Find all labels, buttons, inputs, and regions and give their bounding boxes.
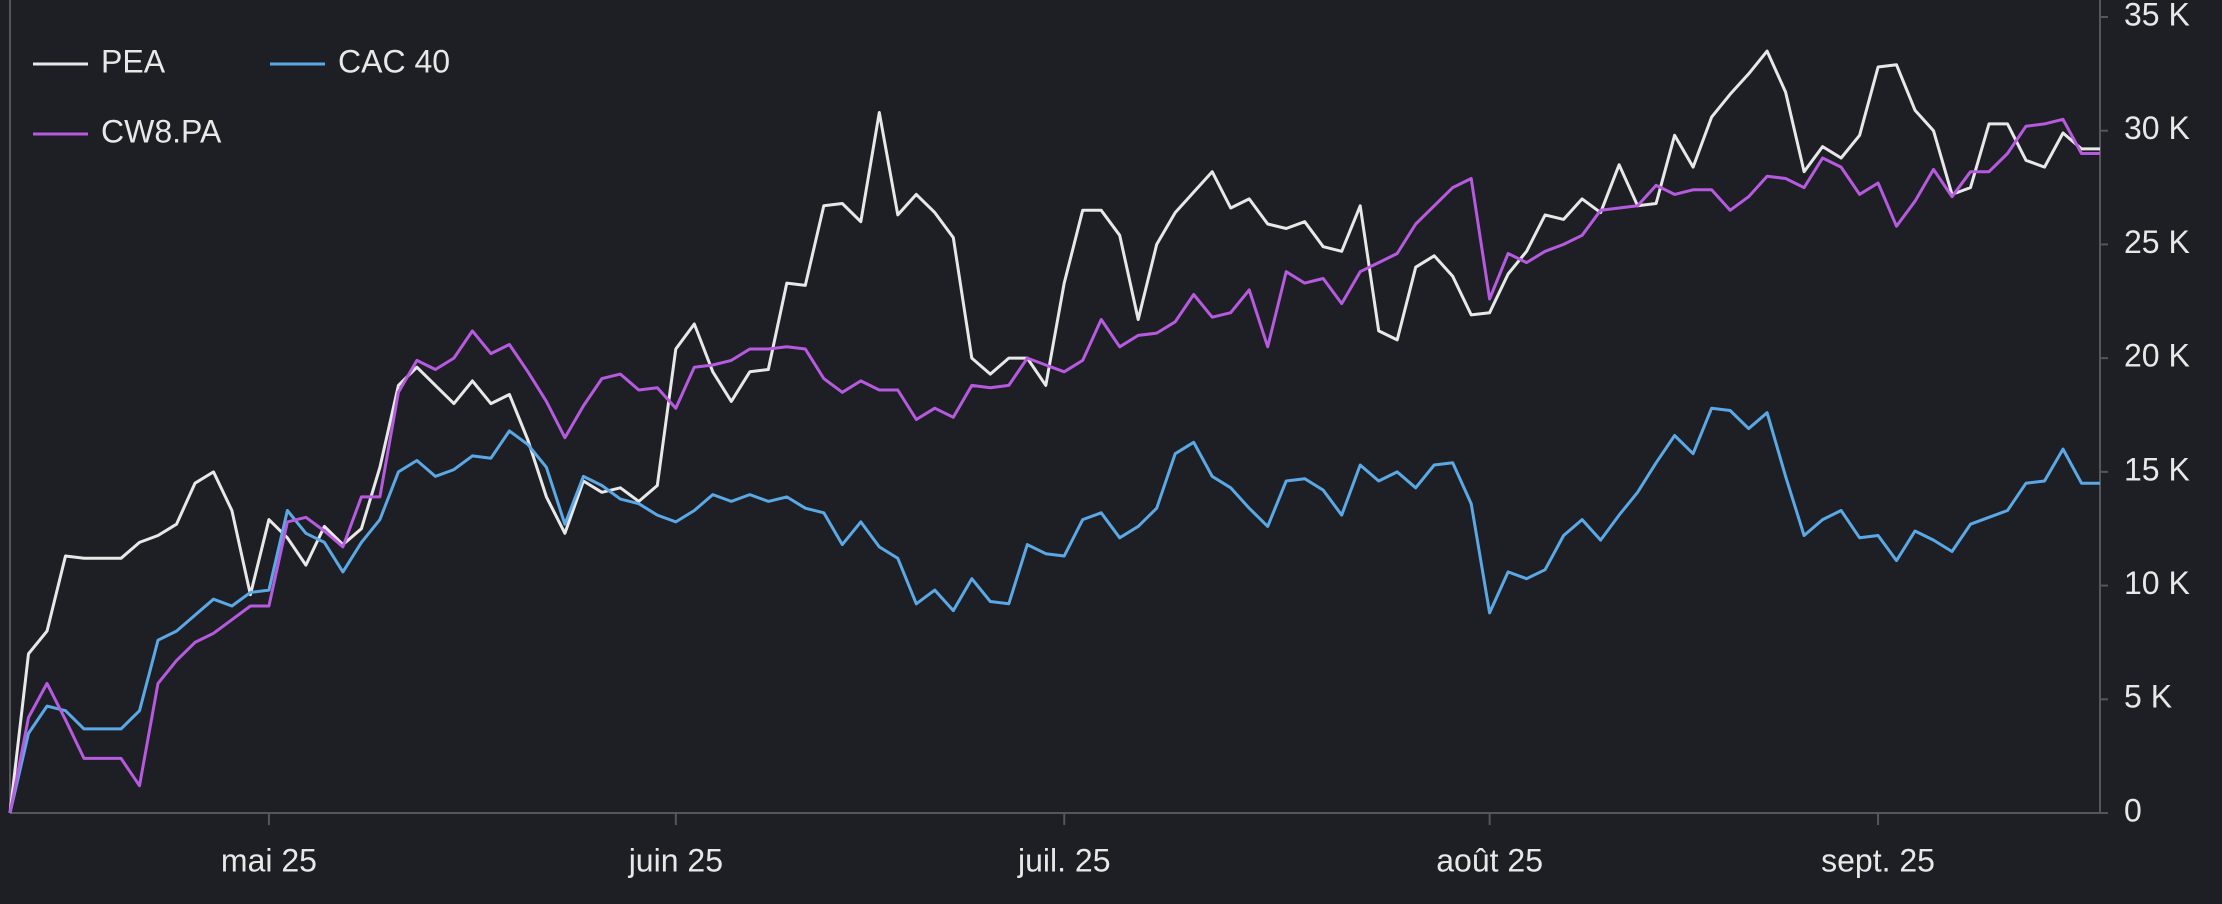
series-line <box>8 117 2100 814</box>
y-tick-label: 0 <box>2124 792 2142 828</box>
y-tick-label: 15 K <box>2124 451 2190 487</box>
legend-label: PEA <box>101 43 166 79</box>
legend-label: CAC 40 <box>338 43 450 79</box>
y-tick-label: 25 K <box>2124 224 2190 260</box>
x-tick-label: juin 25 <box>628 842 723 878</box>
y-tick-label: 20 K <box>2124 338 2190 374</box>
x-tick-label: sept. 25 <box>1821 842 1935 878</box>
x-tick-label: juil. 25 <box>1017 842 1111 878</box>
y-tick-label: 35 K <box>2124 0 2190 32</box>
legend-label: CW8.PA <box>101 113 222 149</box>
series-line <box>8 406 2100 814</box>
y-tick-label: 10 K <box>2124 565 2190 601</box>
series-line <box>8 49 2100 814</box>
y-tick-label: 5 K <box>2124 679 2172 715</box>
x-tick-label: mai 25 <box>221 842 317 878</box>
x-tick-label: août 25 <box>1436 842 1543 878</box>
y-tick-label: 30 K <box>2124 110 2190 146</box>
